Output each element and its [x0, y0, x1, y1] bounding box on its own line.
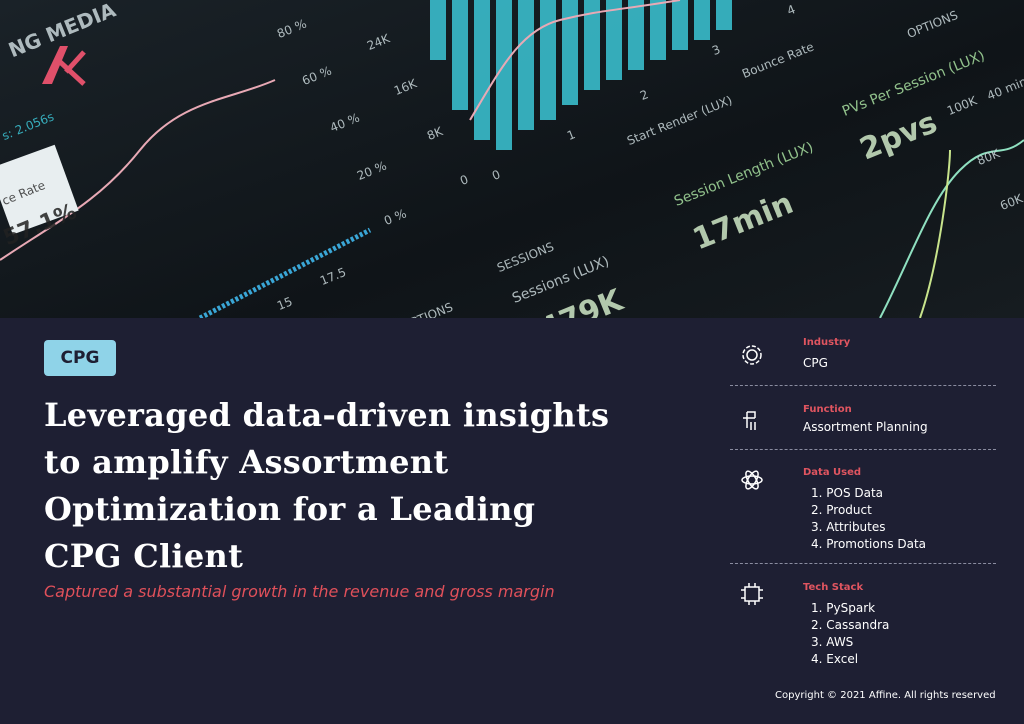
title: Leveraged data-driven insights to amplif…: [44, 392, 609, 580]
detail-value: CPG: [803, 356, 828, 370]
detail-label: Tech Stack: [803, 582, 864, 593]
detail-value: Assortment Planning: [803, 420, 928, 434]
title-line: to amplify Assortment: [44, 443, 449, 481]
industry-tag: CPG: [44, 340, 116, 376]
detail-item: 3. AWS: [811, 635, 854, 649]
subtitle: Captured a substantial growth in the rev…: [44, 582, 555, 601]
detail-icons: [741, 345, 763, 605]
detail-item: 4. Excel: [811, 652, 859, 666]
detail-item: 2. Cassandra: [811, 618, 890, 632]
separator: [730, 449, 996, 450]
title-line: Leveraged data-driven insights: [44, 396, 610, 434]
detail-item: 4. Promotions Data: [811, 537, 927, 551]
detail-item: 3. Attributes: [811, 520, 886, 534]
title-line: Optimization for a Leading: [44, 490, 536, 528]
detail-label: Data Used: [803, 467, 862, 478]
detail-label: Industry: [803, 337, 851, 348]
separator: [730, 563, 996, 564]
detail-item: 1. PySpark: [811, 601, 876, 615]
dashboard-art: [0, 0, 1024, 318]
copyright: Copyright © 2021 Affine. All rights rese…: [775, 690, 996, 701]
detail-label: Function: [803, 404, 852, 415]
hero-image: NG MEDIA 80 % 60 % 40 % 20 % 0 % 24K 16K…: [0, 0, 1024, 318]
detail-item: 2. Product: [811, 503, 872, 517]
separator: [730, 385, 996, 386]
detail-item: 1. POS Data: [811, 486, 884, 500]
title-line: CPG Client: [44, 537, 244, 575]
